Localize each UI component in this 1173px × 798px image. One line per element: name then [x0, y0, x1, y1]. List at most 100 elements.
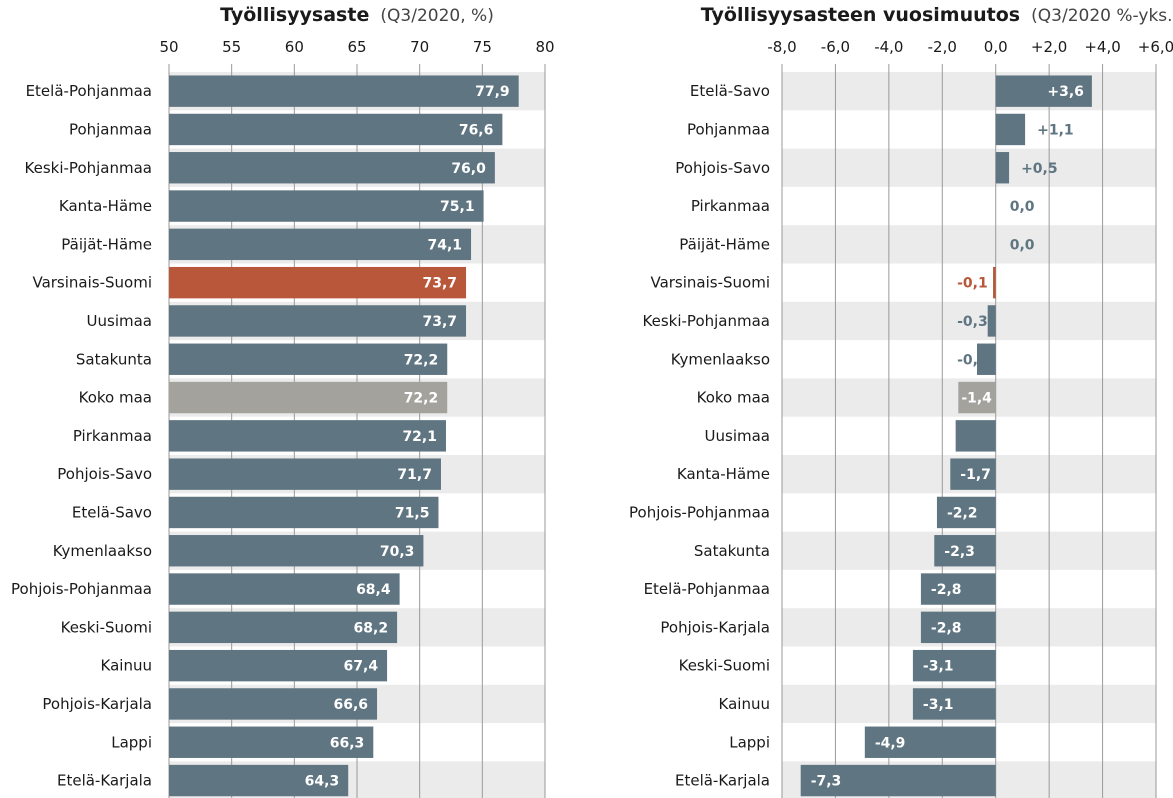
category-label: Pohjois-Savo [57, 465, 152, 483]
value-label: -1,7 [960, 467, 991, 483]
bar [995, 75, 1092, 107]
bar [169, 688, 378, 720]
bar [995, 152, 1010, 184]
value-label: -1,4 [961, 391, 992, 407]
bar [169, 611, 398, 644]
category-label: Kymenlaakso [53, 542, 152, 560]
bar [169, 113, 503, 146]
category-label: Satakunta [76, 350, 152, 368]
category-label: Pohjois-Savo [675, 159, 770, 177]
category-label: Lappi [111, 733, 152, 751]
category-label: Keski-Suomi [679, 657, 770, 675]
value-label: 76,0 [451, 161, 486, 177]
x-tick-label: 50 [159, 38, 178, 56]
bar [169, 420, 446, 452]
bar [920, 573, 996, 605]
category-label: Koko maa [79, 389, 152, 407]
bar [800, 764, 996, 797]
value-label: -4,9 [875, 735, 906, 751]
bar [936, 496, 996, 529]
value-label: 71,5 [395, 505, 430, 521]
category-label: Etelä-Pohjanmaa [26, 82, 152, 100]
value-label: -1,5 [957, 429, 988, 445]
value-label: -3,1 [923, 659, 954, 675]
chart2-title-sub: (Q3/2020 %-yks.) [1031, 6, 1173, 26]
bar [955, 420, 996, 452]
chart1-title-sub: (Q3/2020, %) [380, 6, 493, 26]
chart1-title-main: Työllisyysaste [220, 4, 369, 26]
value-label: -0,1 [957, 276, 988, 292]
row-band [782, 301, 1156, 341]
x-tick-label: 60 [285, 38, 304, 56]
category-label: Varsinais-Suomi [32, 274, 152, 292]
value-label: 70,3 [380, 544, 415, 560]
category-label: Pohjois-Karjala [42, 695, 152, 713]
category-label: Etelä-Pohjanmaa [644, 580, 770, 598]
value-label: -7,3 [811, 774, 842, 790]
category-label: Pirkanmaa [691, 197, 770, 215]
value-label: +1,1 [1037, 122, 1074, 138]
row-band [782, 148, 1156, 187]
bar [934, 535, 996, 567]
value-label: 66,3 [330, 735, 365, 751]
bar [169, 75, 519, 107]
category-label: Pohjois-Pohjanmaa [11, 580, 152, 598]
category-label: Keski-Pohjanmaa [643, 312, 770, 330]
category-label: Keski-Suomi [61, 618, 152, 636]
row-band [782, 72, 1156, 111]
category-label: Pohjanmaa [687, 120, 770, 138]
bar [912, 688, 996, 720]
category-label: Varsinais-Suomi [650, 274, 770, 292]
category-label: Lappi [729, 733, 770, 751]
bar [169, 458, 441, 490]
category-label: Etelä-Karjala [675, 772, 770, 790]
bar [169, 228, 472, 261]
value-label: -2,8 [931, 582, 962, 598]
chart2: -8,0 -6,0 -4,0 -2,0 0,0 +2,0 +4,0 +6,0 Etelä-Sav… [629, 38, 1173, 798]
bar [993, 266, 996, 299]
category-label: Etelä-Savo [690, 82, 770, 100]
category-label: Keski-Pohjanmaa [25, 159, 152, 177]
bar [169, 573, 400, 605]
value-label: 74,1 [428, 237, 463, 253]
value-label: -2,3 [944, 544, 975, 560]
bar [169, 764, 349, 797]
bar [169, 726, 374, 758]
x-tick-label: -4,0 [874, 38, 903, 56]
category-label: Etelä-Savo [72, 503, 152, 521]
category-label: Kainuu [719, 695, 770, 713]
value-label: -0,3 [957, 314, 988, 330]
value-label: 73,7 [422, 276, 457, 292]
x-tick-label: +6,0 [1138, 38, 1173, 56]
bar [169, 305, 467, 337]
bar [864, 726, 996, 758]
value-label: 76,6 [459, 122, 494, 138]
bar [169, 190, 484, 222]
category-label: Päijät-Häme [61, 235, 152, 253]
chart2-title: Työllisyysasteen vuosimuutos (Q3/2020 %-… [701, 4, 1173, 26]
value-label: -2,2 [947, 505, 978, 521]
category-label: Uusimaa [705, 427, 770, 445]
category-label: Pohjois-Pohjanmaa [629, 503, 770, 521]
bar [169, 381, 448, 414]
bar [958, 381, 996, 414]
value-label: 67,4 [344, 659, 379, 675]
value-label: 72,2 [404, 352, 439, 368]
bar [977, 343, 996, 375]
category-label: Kanta-Häme [59, 197, 152, 215]
category-label: Pohjois-Karjala [660, 618, 770, 636]
chart1: 50 55 60 65 70 75 80 Etelä-Pohjanmaa 77,9 Pohjanm… [11, 38, 555, 798]
category-label: Pirkanmaa [73, 427, 152, 445]
bar [169, 152, 495, 184]
value-label: 73,7 [422, 314, 457, 330]
row-band [782, 225, 1156, 264]
bar [995, 113, 1026, 146]
x-tick-label: +2,0 [1031, 38, 1067, 56]
value-label: 66,6 [334, 697, 369, 713]
category-label: Satakunta [694, 542, 770, 560]
category-label: Uusimaa [87, 312, 152, 330]
bar [169, 266, 467, 299]
value-label: 0,0 [1010, 199, 1035, 215]
category-label: Pohjanmaa [69, 120, 152, 138]
